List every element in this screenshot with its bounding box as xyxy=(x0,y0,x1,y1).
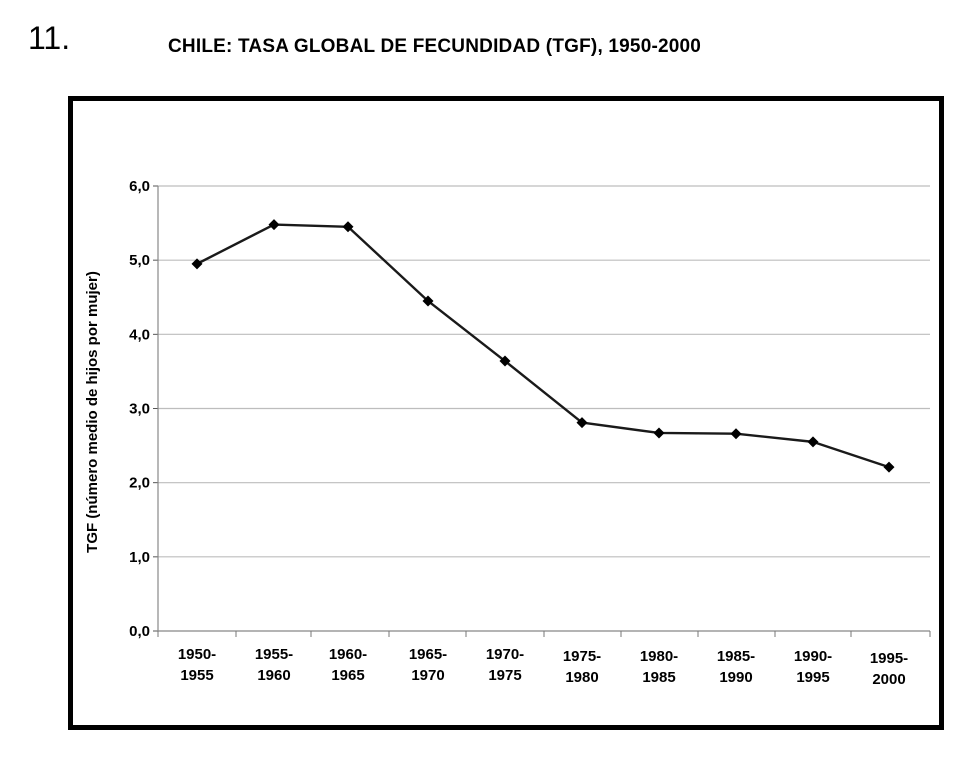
x-tick-label: 1975-1980 xyxy=(563,648,601,686)
x-tick-label: 1990-1995 xyxy=(794,648,832,686)
y-tick-label: 6,0 xyxy=(129,178,150,195)
axes xyxy=(153,185,931,637)
data-point xyxy=(576,417,588,429)
y-tick-label: 2,0 xyxy=(129,475,150,492)
x-tick-label: 1980-1985 xyxy=(640,648,678,686)
y-tick-label: 0,0 xyxy=(129,623,150,640)
y-tick-label: 3,0 xyxy=(129,401,150,418)
x-tick-label: 1985-1990 xyxy=(717,648,755,686)
y-tick-label: 5,0 xyxy=(129,252,150,269)
data-point xyxy=(653,427,665,439)
chart-frame xyxy=(68,96,944,730)
data-point xyxy=(730,428,742,440)
y-axis-label: TGF (número medio de hijos por mujer) xyxy=(84,271,101,553)
data-point xyxy=(807,436,819,448)
series xyxy=(191,219,895,473)
question-number: 11. xyxy=(28,20,71,56)
x-tick-labels: 1950-1955 1955-1960 1960-1965 1965-1970 1970… xyxy=(178,646,908,688)
y-tick-label: 1,0 xyxy=(129,549,150,566)
data-point xyxy=(499,355,511,367)
series-line xyxy=(196,223,890,469)
x-tick-label: 1950-1955 xyxy=(178,646,216,684)
x-tick-label: 1955-1960 xyxy=(255,646,293,684)
data-point xyxy=(342,221,354,233)
x-tick-label: 1970-1975 xyxy=(486,646,524,684)
data-point xyxy=(191,258,203,270)
y-tick-labels: 0,0 1,0 2,0 3,0 4,0 5,0 6,0 xyxy=(129,178,150,640)
chart-title: CHILE: TASA GLOBAL DE FECUNDIDAD (TGF), … xyxy=(168,36,702,57)
data-point xyxy=(422,295,434,307)
x-tick-label: 1960-1965 xyxy=(329,646,367,684)
data-point xyxy=(883,461,895,473)
x-tick-label: 1965-1970 xyxy=(409,646,447,684)
y-tick-label: 4,0 xyxy=(129,326,150,343)
gridlines xyxy=(158,185,930,558)
x-tick-label: 1995-2000 xyxy=(870,650,908,688)
data-point xyxy=(268,219,280,231)
